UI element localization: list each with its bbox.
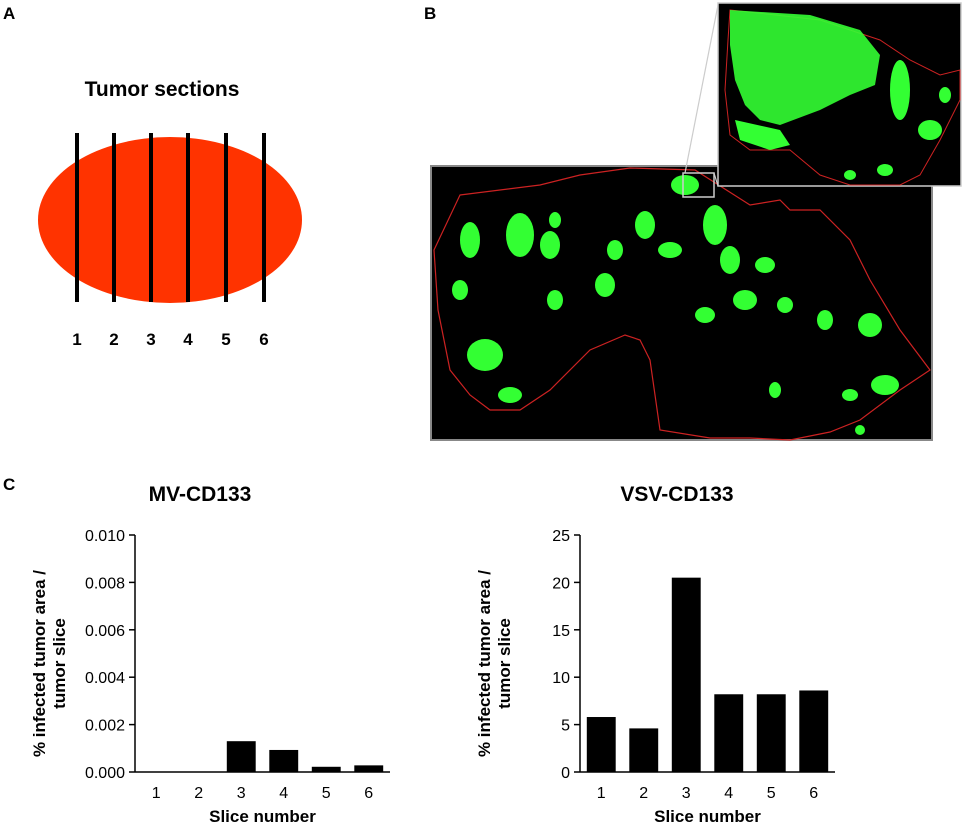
section-lines bbox=[75, 133, 266, 302]
chart-mv-cd133: MV-CD133 0.000 0.002 0.004 0.006 0.008 0.010 1 2… bbox=[30, 483, 390, 826]
section-label: 5 bbox=[221, 330, 230, 349]
bar-charts: MV-CD133 0.000 0.002 0.004 0.006 0.008 0.010 1 2… bbox=[30, 483, 835, 826]
x-tick-label: 6 bbox=[809, 785, 818, 802]
x-tick-label: 3 bbox=[682, 785, 691, 802]
chart-title: MV-CD133 bbox=[149, 483, 252, 506]
fluorescence-micrograph bbox=[430, 2, 962, 441]
bar bbox=[756, 694, 786, 772]
section-label: 3 bbox=[146, 330, 155, 349]
y-tick-label: 25 bbox=[552, 528, 570, 545]
bar bbox=[354, 765, 384, 772]
tumor-sections-diagram: Tumor sections 1 2 3 4 5 6 bbox=[38, 78, 302, 349]
inset-infected-regions bbox=[730, 10, 951, 180]
y-tick-label: 5 bbox=[561, 718, 570, 735]
section-label: 1 bbox=[72, 330, 81, 349]
bar bbox=[799, 690, 829, 772]
x-tick-label: 5 bbox=[767, 785, 776, 802]
panel-a-letter: A bbox=[3, 4, 16, 23]
section-label: 4 bbox=[183, 330, 193, 349]
x-tick-label: 3 bbox=[237, 785, 246, 802]
y-tick-label: 20 bbox=[552, 575, 570, 592]
inset-tumor-outline bbox=[724, 9, 961, 186]
section-label: 6 bbox=[259, 330, 268, 349]
x-tick-label: 4 bbox=[724, 785, 733, 802]
x-tick-label: 1 bbox=[597, 785, 606, 802]
y-tick-label: 0.008 bbox=[85, 575, 125, 592]
bar bbox=[714, 694, 744, 772]
zoom-connector-line bbox=[684, 4, 719, 174]
chart-vsv-cd133: VSV-CD133 0 5 10 15 20 25 1 2 3 4 5 6 Slice number % i… bbox=[475, 483, 835, 826]
bar bbox=[671, 577, 701, 772]
bar bbox=[269, 749, 299, 772]
y-tick-label: 0.002 bbox=[85, 718, 125, 735]
x-tick-label: 1 bbox=[152, 785, 161, 802]
x-tick-label: 4 bbox=[279, 785, 288, 802]
y-tick-label: 0.000 bbox=[85, 765, 125, 782]
section-label: 2 bbox=[109, 330, 118, 349]
bar bbox=[586, 717, 616, 772]
x-tick-label: 2 bbox=[639, 785, 648, 802]
y-tick-label: 0.004 bbox=[85, 670, 125, 687]
bar bbox=[311, 766, 341, 772]
y-axis-label: % infected tumor area /tumor slice bbox=[30, 570, 69, 757]
y-tick-label: 15 bbox=[552, 623, 570, 640]
y-tick-label: 0 bbox=[561, 765, 570, 782]
panel-b-letter: B bbox=[424, 4, 437, 23]
x-tick-label: 5 bbox=[322, 785, 331, 802]
y-tick-label: 0.006 bbox=[85, 623, 125, 640]
tumor-sections-title: Tumor sections bbox=[85, 78, 240, 101]
infected-regions bbox=[452, 175, 899, 435]
y-tick-label: 10 bbox=[552, 670, 570, 687]
x-axis-label: Slice number bbox=[654, 807, 761, 826]
zoom-region-box bbox=[682, 172, 715, 198]
x-tick-label: 2 bbox=[194, 785, 203, 802]
bar bbox=[629, 728, 659, 772]
tumor-outline bbox=[433, 167, 931, 441]
chart-title: VSV-CD133 bbox=[620, 483, 733, 506]
y-tick-label: 0.010 bbox=[85, 528, 125, 545]
y-axis-label: % infected tumor area /tumor slice bbox=[475, 570, 514, 757]
panel-c-letter: C bbox=[3, 475, 16, 494]
bar bbox=[226, 741, 256, 772]
x-tick-label: 6 bbox=[364, 785, 373, 802]
tumor-ellipse bbox=[38, 137, 302, 303]
x-axis-label: Slice number bbox=[209, 807, 316, 826]
